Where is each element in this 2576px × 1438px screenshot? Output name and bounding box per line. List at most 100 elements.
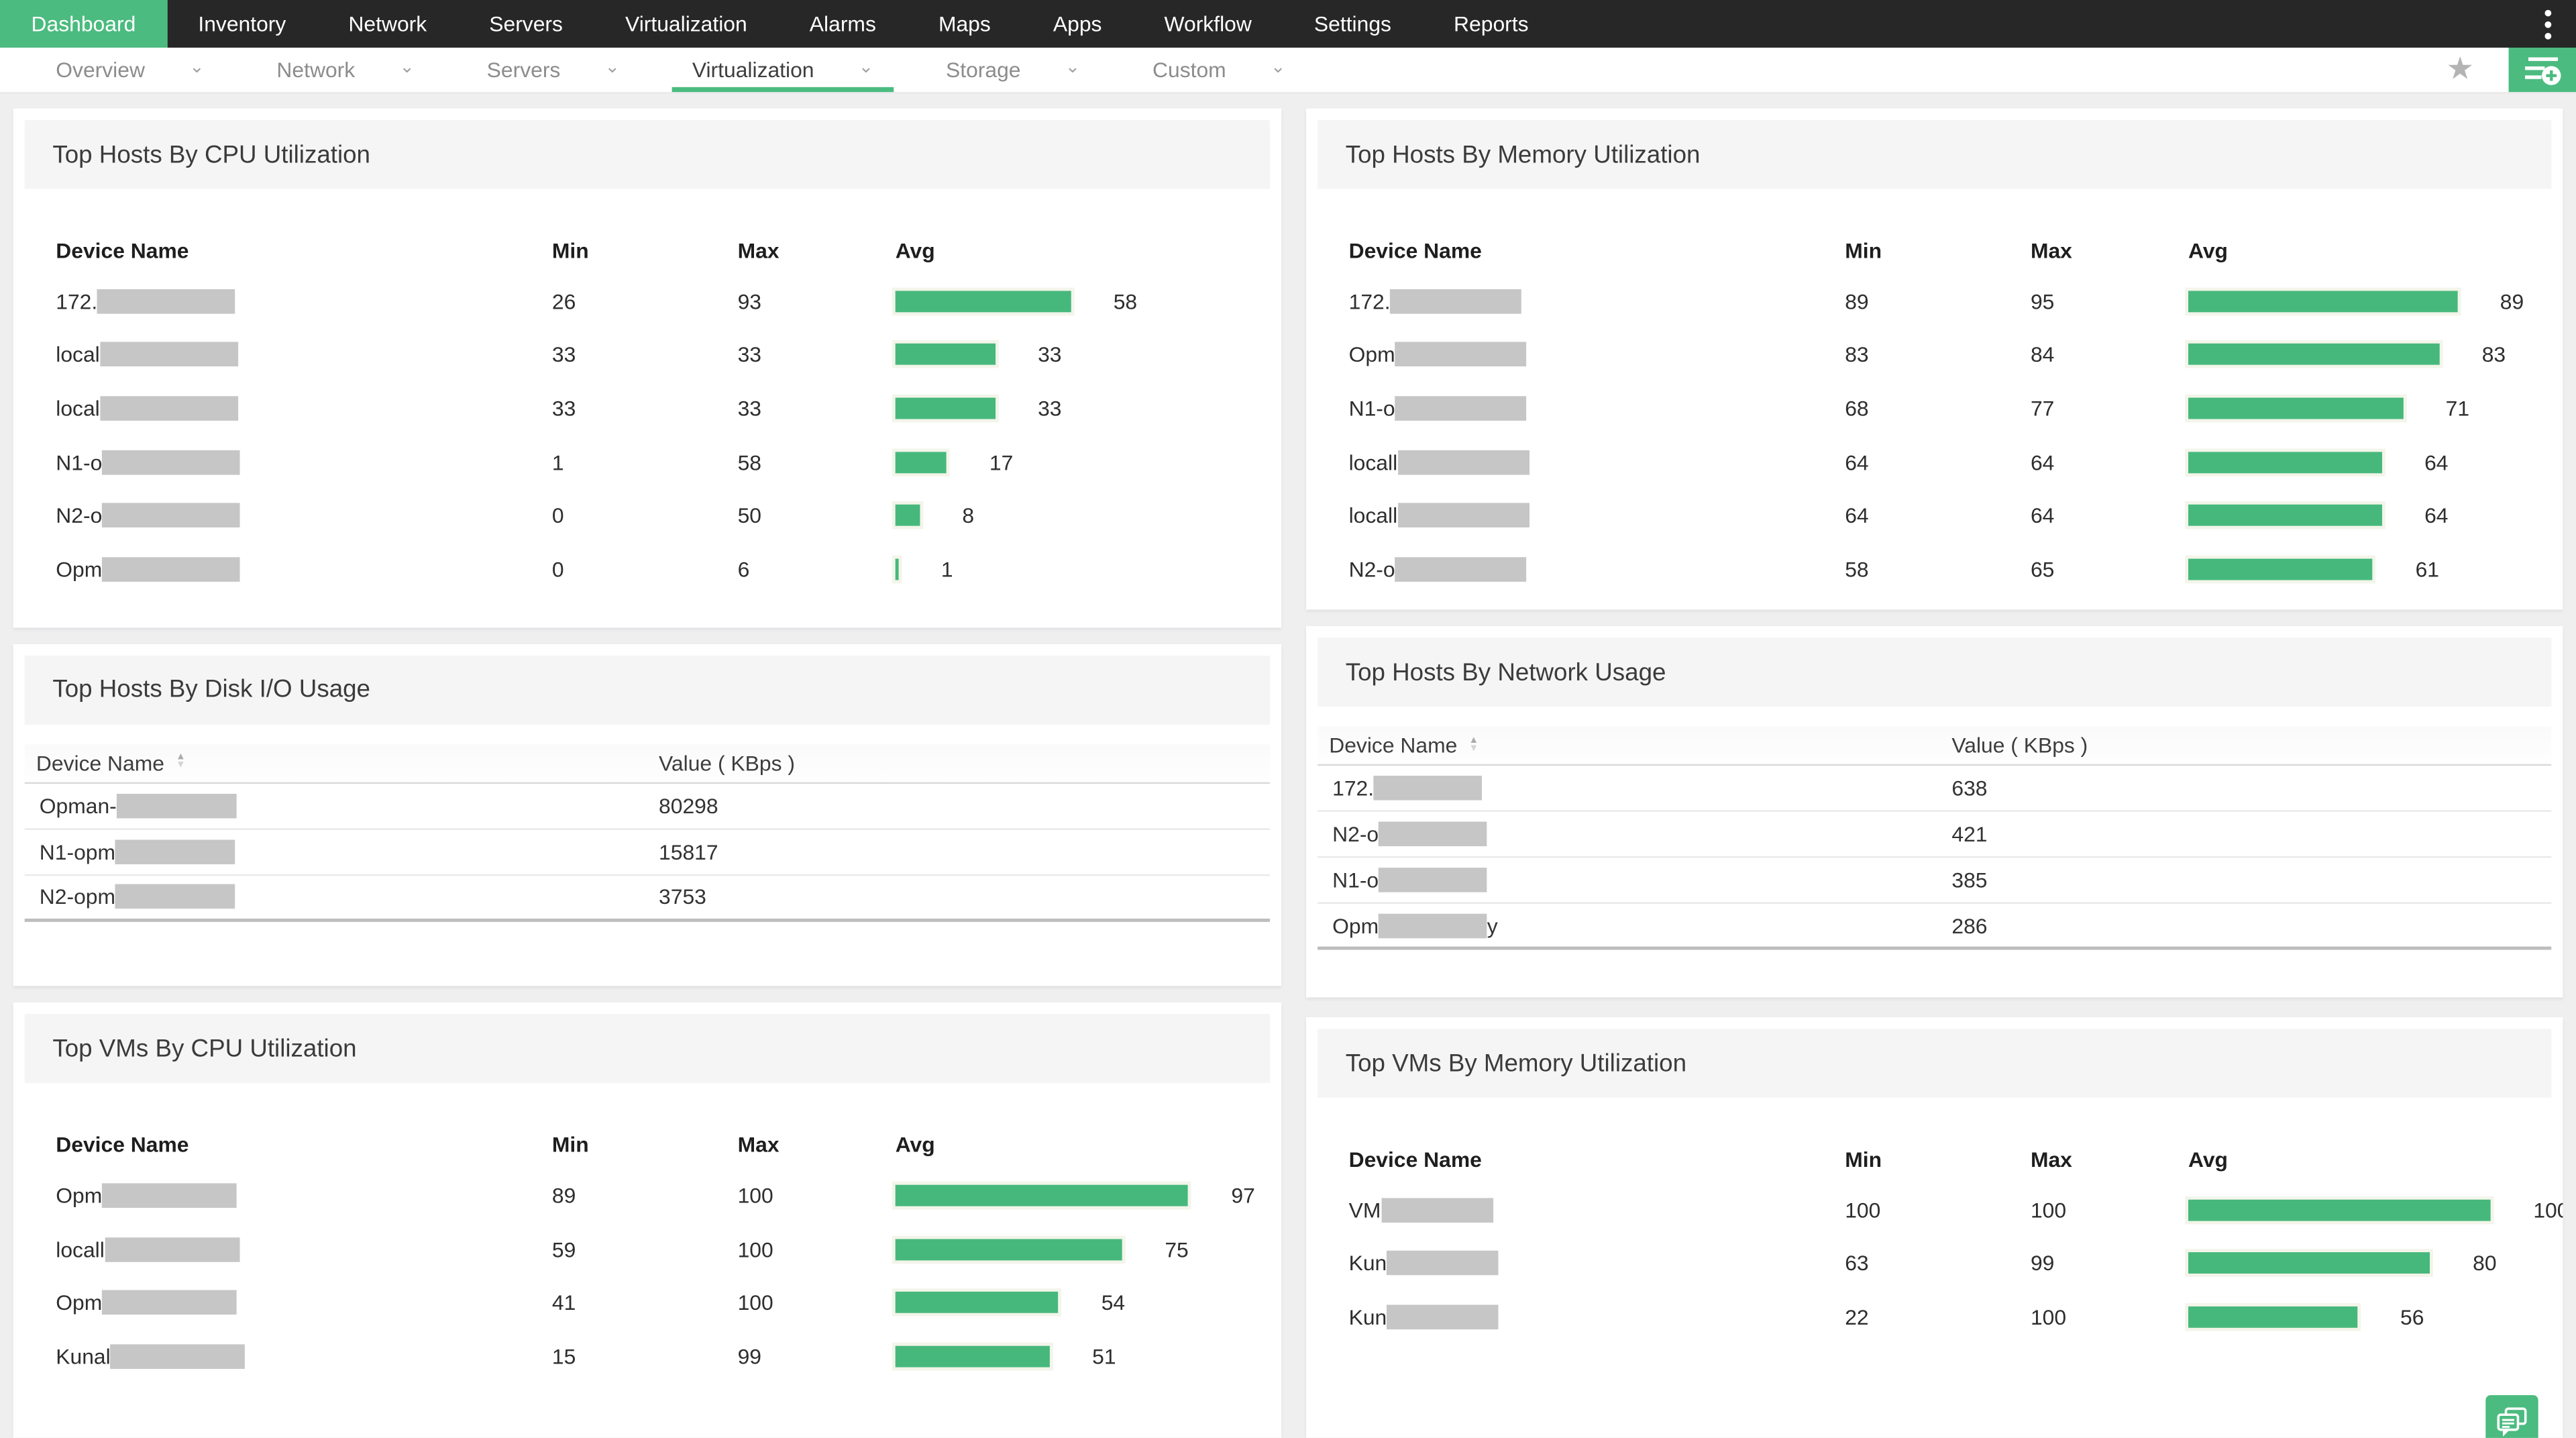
top-tab-servers[interactable]: Servers <box>489 11 563 36</box>
panel-top-hosts-by-disk-io: Top Hosts By Disk I/O Usage Device Name ▲… <box>13 644 1282 986</box>
device-name-cell[interactable]: N1-o <box>1318 868 1951 893</box>
device-name-cell[interactable]: Opm <box>56 1183 552 1208</box>
device-name-cell[interactable]: N2-o <box>56 503 552 528</box>
min-value: 33 <box>551 342 576 368</box>
min-value: 59 <box>551 1236 576 1262</box>
avg-bar <box>895 451 947 473</box>
redacted-device-name <box>1395 342 1527 368</box>
device-name-cell[interactable]: VM <box>1349 1197 1845 1223</box>
panel-top-vms-by-cpu: Top VMs By CPU Utilization Device Name Mi… <box>13 1003 1282 1438</box>
chevron-down-icon[interactable]: ⌄ <box>1270 56 1286 76</box>
sort-icon[interactable]: ▲ ▼ <box>1468 735 1479 754</box>
column-header-device-name[interactable]: Device Name ▲ ▼ <box>1318 733 1951 758</box>
avg-value-label: 64 <box>2424 503 2449 528</box>
top-tab-workflow[interactable]: Workflow <box>1164 11 1252 36</box>
favorite-star-icon[interactable]: ★ <box>2446 52 2475 87</box>
chevron-down-icon[interactable]: ⌄ <box>604 56 621 76</box>
device-name-cell[interactable]: N2-opm <box>25 884 659 910</box>
device-name-cell[interactable]: Opm y <box>1318 913 1951 938</box>
subnav-tab-custom[interactable]: Custom ⌄ <box>1152 48 1285 92</box>
top-tab-apps[interactable]: Apps <box>1053 11 1102 36</box>
add-widget-button[interactable] <box>2508 48 2576 93</box>
device-name-cell[interactable]: locall <box>1349 503 1845 528</box>
avg-bar-cell: 75 <box>895 1237 1270 1262</box>
device-name-cell[interactable]: Kun <box>1349 1304 1845 1330</box>
avg-value-label: 89 <box>2500 289 2524 314</box>
column-header-max: Max <box>737 1131 780 1157</box>
chat-support-button[interactable] <box>2485 1395 2538 1438</box>
table-row: Kunal 15 99 51 <box>25 1329 1270 1383</box>
top-tab-settings[interactable]: Settings <box>1313 11 1391 36</box>
device-name-cell[interactable]: locall <box>1349 449 1845 474</box>
table-row: Kun 22 100 56 <box>1318 1290 2551 1344</box>
device-name-cell[interactable]: Kunal <box>56 1343 552 1369</box>
chevron-down-icon[interactable]: ⌄ <box>189 56 205 76</box>
top-tab-alarms[interactable]: Alarms <box>809 11 876 36</box>
chevron-down-icon[interactable]: ⌄ <box>399 56 415 76</box>
chevron-down-icon[interactable]: ⌄ <box>1065 56 1081 76</box>
kebab-menu-icon[interactable] <box>2524 0 2573 48</box>
column-header-avg: Avg <box>895 1131 935 1157</box>
device-name-cell[interactable]: locall <box>56 1236 552 1262</box>
device-name-cell[interactable]: 172. <box>56 289 552 314</box>
subnav-tab-servers[interactable]: Servers ⌄ <box>487 48 620 92</box>
subnav-tab-storage[interactable]: Storage ⌄ <box>946 48 1080 92</box>
min-value: 0 <box>551 503 564 528</box>
device-name-prefix: locall <box>56 1236 105 1262</box>
top-tab-dashboard[interactable]: Dashboard <box>0 0 167 48</box>
value-cell: 421 <box>1951 821 1988 847</box>
column-header-device-name: Device Name <box>1348 237 1482 262</box>
top-tab-maps[interactable]: Maps <box>938 11 991 36</box>
subnav-tab-overview[interactable]: Overview ⌄ <box>56 48 204 92</box>
device-name-cell[interactable]: Kun <box>1349 1251 1845 1276</box>
table-header-row: Device Name Min Max Avg <box>1318 225 2551 274</box>
device-name-cell[interactable]: Opm <box>56 556 552 582</box>
max-value: 95 <box>2030 289 2055 314</box>
redacted-device-name <box>1397 449 1529 474</box>
panel-table: Device Name Min Max Avg Opm 89 100 97 locall 59 10… <box>25 1083 1270 1383</box>
min-value: 1 <box>551 449 564 474</box>
top-tab-network[interactable]: Network <box>348 11 427 36</box>
min-value: 64 <box>1845 449 1869 474</box>
device-name-cell[interactable]: 172. <box>1349 289 1845 314</box>
device-name-cell[interactable]: N1-opm <box>25 839 659 864</box>
avg-bar-cell: 80 <box>2188 1251 2551 1276</box>
device-name-prefix: N2-o <box>56 503 103 528</box>
max-value: 58 <box>737 449 762 474</box>
device-name-cell[interactable]: N2-o <box>1318 821 1951 847</box>
min-value: 22 <box>1845 1304 1869 1330</box>
device-name-cell[interactable]: Opm <box>56 1290 552 1315</box>
subnav-tab-network[interactable]: Network ⌄ <box>276 48 414 92</box>
redacted-device-name <box>1379 868 1487 893</box>
device-name-cell[interactable]: 172. <box>1318 776 1951 801</box>
table-row: N2-o 421 <box>1318 812 2552 858</box>
device-name-cell[interactable]: N1-o <box>1349 396 1845 421</box>
redacted-device-name <box>97 289 235 314</box>
column-header-device-name[interactable]: Device Name ▲ ▼ <box>25 751 659 776</box>
panel-header: Top Hosts By Memory Utilization <box>1318 119 2552 189</box>
top-tab-inventory[interactable]: Inventory <box>198 11 286 36</box>
avg-value-label: 1 <box>941 556 953 582</box>
device-name-prefix: 172. <box>56 289 98 314</box>
device-name-cell[interactable]: local <box>56 396 552 421</box>
max-value: 33 <box>737 396 762 421</box>
chevron-down-icon[interactable]: ⌄ <box>858 56 874 76</box>
sort-icon[interactable]: ▲ ▼ <box>176 754 186 772</box>
subnav-tab-label: Storage <box>946 57 1021 83</box>
device-name-cell[interactable]: N2-o <box>1349 556 1845 582</box>
max-value: 64 <box>2030 503 2055 528</box>
min-value: 41 <box>551 1290 576 1315</box>
panel-title: Top Hosts By CPU Utilization <box>52 140 371 169</box>
panel-top-hosts-by-memory: Top Hosts By Memory Utilization Device N… <box>1305 108 2563 611</box>
top-tab-virtualization[interactable]: Virtualization <box>625 11 747 36</box>
device-name-cell[interactable]: local <box>56 342 552 368</box>
device-name-prefix: local <box>56 396 100 421</box>
top-tab-reports[interactable]: Reports <box>1454 11 1529 36</box>
device-name-cell[interactable]: Opm <box>1349 342 1845 368</box>
avg-value-label: 56 <box>2400 1304 2424 1330</box>
value-cell: 385 <box>1951 868 1988 893</box>
device-name-cell[interactable]: Opman- <box>25 793 659 819</box>
subnav-tab-virtualization[interactable]: Virtualization ⌄ <box>672 48 894 93</box>
device-name-prefix: 172. <box>1332 776 1375 801</box>
device-name-cell[interactable]: N1-o <box>56 449 552 474</box>
